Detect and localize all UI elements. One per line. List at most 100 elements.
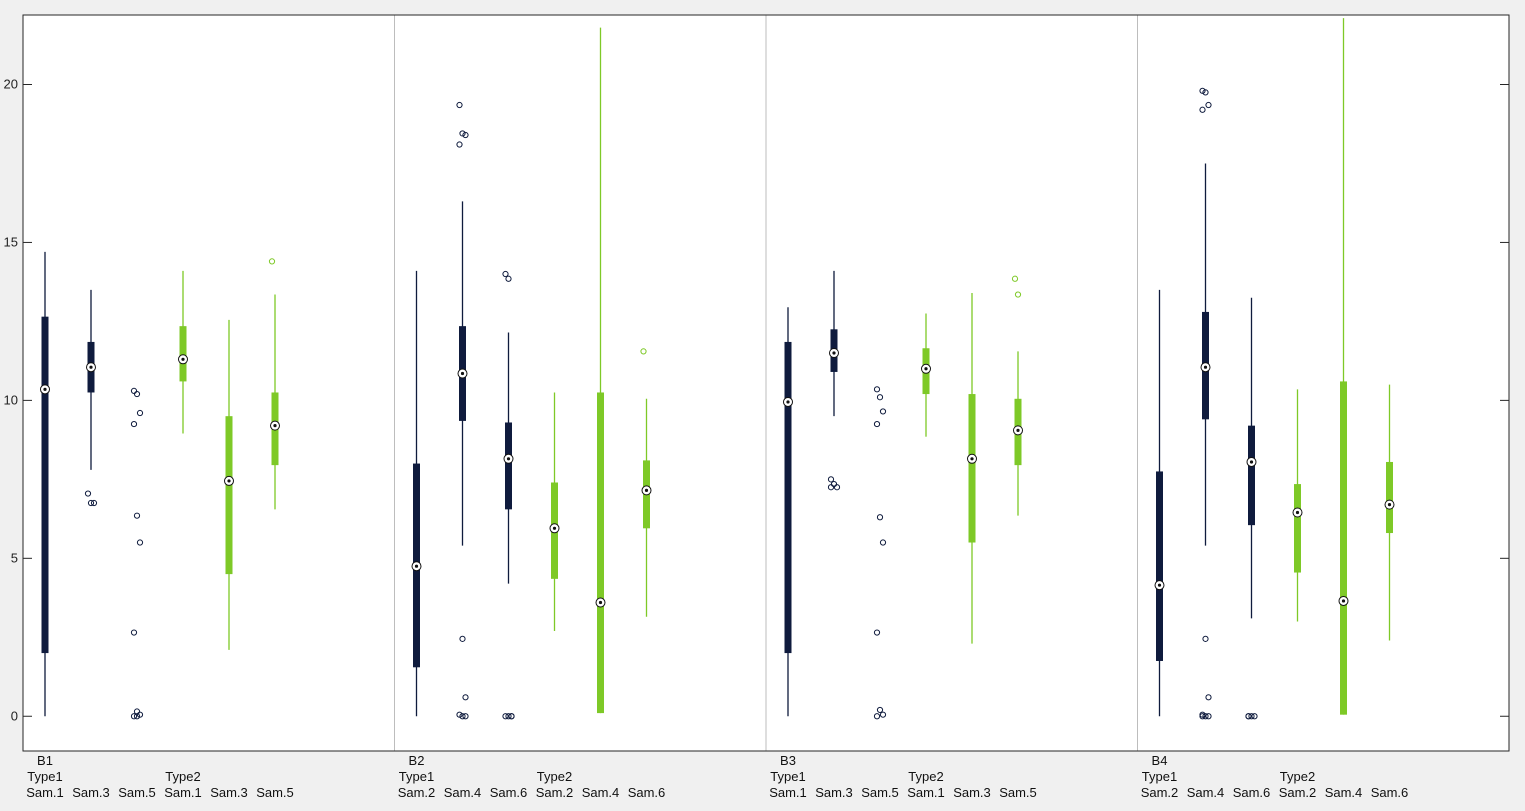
sample-label: Sam.5 xyxy=(861,785,899,800)
type-label: Type2 xyxy=(165,769,200,784)
outlier-point xyxy=(873,713,881,720)
median-dot xyxy=(1295,510,1300,515)
sample-label: Sam.4 xyxy=(1325,785,1363,800)
type-label: Type1 xyxy=(27,769,62,784)
type-label: Type1 xyxy=(770,769,805,784)
outlier-point xyxy=(459,713,466,720)
box xyxy=(1294,484,1301,573)
outlier-point xyxy=(133,512,141,519)
boxes xyxy=(40,18,1395,720)
outlier-point xyxy=(1202,635,1209,642)
median-dot xyxy=(552,526,557,530)
median-dot xyxy=(924,367,928,371)
median-dot xyxy=(414,564,419,568)
box xyxy=(41,316,49,654)
y-tick-label: 10 xyxy=(4,392,18,407)
outlier-point xyxy=(1202,89,1209,96)
outlier-point xyxy=(827,484,835,491)
sample-label: Sam.1 xyxy=(769,785,807,800)
outlier-point xyxy=(456,141,463,148)
group-label: B4 xyxy=(1152,753,1168,768)
sample-label: Sam.4 xyxy=(1187,785,1225,800)
median-dot xyxy=(1203,365,1208,369)
median-dot xyxy=(1016,428,1020,432)
outlier-point xyxy=(130,420,138,428)
outlier-point xyxy=(1205,101,1212,109)
outlier-point xyxy=(87,499,95,507)
sample-label: Sam.5 xyxy=(999,785,1037,800)
outlier-point xyxy=(879,408,887,415)
box xyxy=(179,326,187,382)
box xyxy=(1248,425,1255,526)
group-label: B1 xyxy=(37,753,53,768)
outlier-point xyxy=(1014,291,1022,298)
median-dot xyxy=(786,400,790,404)
sample-label: Sam.2 xyxy=(398,785,436,800)
group-label: B2 xyxy=(409,753,425,768)
type-label: Type1 xyxy=(399,769,434,784)
sample-label: Sam.1 xyxy=(907,785,945,800)
outlier-point xyxy=(873,629,881,636)
median-dot xyxy=(506,457,511,461)
outlier-point xyxy=(133,713,141,720)
outlier-point xyxy=(462,713,469,720)
median-dot xyxy=(181,357,185,361)
outlier-point xyxy=(130,629,138,636)
type-label: Type2 xyxy=(908,769,943,784)
box xyxy=(1156,471,1163,661)
outlier-point xyxy=(1199,87,1206,94)
box xyxy=(784,341,792,654)
outlier-point xyxy=(133,390,141,398)
outlier-point xyxy=(136,409,144,417)
outlier-point xyxy=(268,258,276,265)
outlier-point xyxy=(1245,713,1252,720)
sample-label: Sam.3 xyxy=(953,785,991,800)
outlier-point xyxy=(456,101,463,109)
outlier-point xyxy=(502,270,509,278)
outlier-point xyxy=(136,539,144,546)
plot-frame xyxy=(22,14,1510,752)
sample-label: Sam.6 xyxy=(1233,785,1271,800)
median-dot xyxy=(89,365,93,369)
box xyxy=(1386,461,1393,534)
median-dot xyxy=(460,371,465,376)
outlier-point xyxy=(505,713,512,720)
box xyxy=(505,422,512,510)
outlier-point xyxy=(136,711,144,718)
outlier-point xyxy=(456,711,463,718)
outlier-point xyxy=(502,713,509,720)
outlier-point xyxy=(1011,275,1019,282)
outlier-point xyxy=(90,499,98,507)
sample-label: Sam.4 xyxy=(444,785,482,800)
outlier-point xyxy=(827,476,835,483)
outlier-point xyxy=(879,539,887,546)
box xyxy=(597,392,604,714)
outlier-point xyxy=(505,275,512,282)
sample-label: Sam.3 xyxy=(815,785,853,800)
outlier-point xyxy=(1199,713,1206,720)
sample-label: Sam.1 xyxy=(26,785,64,800)
outlier-point xyxy=(1251,713,1258,720)
type-label: Type2 xyxy=(537,769,572,784)
y-tick-label: 20 xyxy=(4,76,18,91)
median-dot xyxy=(1249,460,1254,464)
outlier-point xyxy=(1205,694,1212,701)
outlier-point xyxy=(459,635,466,642)
y-axis: 0 5 10 15 20 xyxy=(4,76,1509,723)
sample-label: Sam.5 xyxy=(256,785,294,800)
outlier-point xyxy=(1202,713,1209,720)
sample-label: Sam.3 xyxy=(210,785,248,800)
sample-label: Sam.6 xyxy=(628,785,666,800)
outlier-point xyxy=(876,706,884,714)
box xyxy=(1340,381,1347,715)
type-label: Type2 xyxy=(1280,769,1315,784)
outlier-point xyxy=(833,484,841,491)
outlier-point xyxy=(876,394,884,401)
median-dot xyxy=(227,479,231,483)
median-dot xyxy=(644,488,649,492)
group-label: B3 xyxy=(780,753,796,768)
median-dot xyxy=(1341,599,1346,603)
group-separators xyxy=(394,15,1138,751)
sample-label: Sam.1 xyxy=(164,785,202,800)
